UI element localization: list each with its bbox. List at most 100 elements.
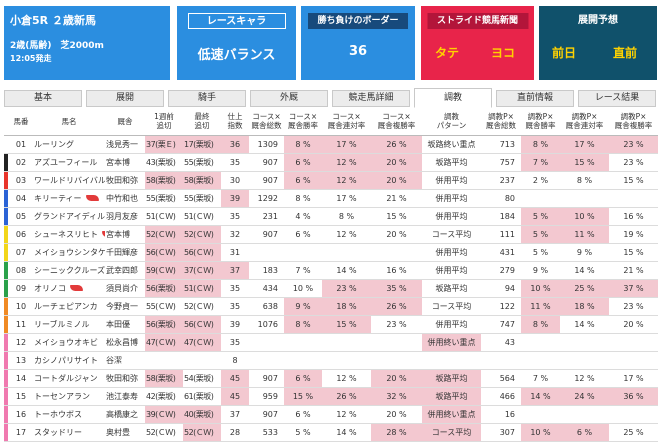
column-header-line: 厩舎 [117,116,133,126]
cell-pat-text: 併用平均 [435,247,468,257]
cell-cr: 8 % [322,207,371,226]
column-header[interactable]: コース× 厩舎複勝率 [371,108,422,136]
cell-pt [481,351,521,370]
cell-name[interactable]: ルーチェピアンカ [33,297,105,316]
table-row[interactable]: 15 トーセンアラン 池江泰寿 42(栗坂) 61(栗坂) 45 959 15 % 26 % 32… [4,387,658,406]
column-header[interactable]: 最終 追切 [183,108,221,136]
cell-name[interactable]: キリーティー [33,189,105,208]
cell-sh-text: 8 [232,355,238,365]
tab-3[interactable]: 外厩 [250,90,328,107]
cell-pat: 坂路平均 [422,387,481,406]
column-header[interactable]: 調教P× 厩舎総数 [481,108,521,136]
table-row[interactable]: 08 シーニッククルーズ 武幸四郎 59(ＣＷ) 37(ＣＷ) 37 183 7 % 14 % 1… [4,261,658,280]
cell-name[interactable]: ワールドリバイバル [33,171,105,190]
column-header[interactable]: 調教P× 厩舎複勝率 [609,108,658,136]
tab-2[interactable]: 騎手 [168,90,246,107]
cell-ct: 907 [249,405,284,424]
table-row[interactable]: 16 トーホウボス 高橋康之 39(ＣＷ) 40(栗坂) 37 907 6 % 12 % 20 %… [4,405,658,424]
table-row[interactable]: 04 キリーティー 中竹和也 55(栗坂) 55(栗坂) 39 1292 8 % 17 % 21 … [4,189,658,208]
tenkai-zenjitsu-link[interactable]: 前日 [552,46,577,60]
red-cap-icon [70,285,83,291]
cell-fin: 51(ＣＷ) [183,207,221,226]
cell-pr [560,333,609,352]
column-header-line: コース× [332,112,361,122]
cell-trainer-text: 今野貞一 [106,301,138,311]
cell-sh-text: 35 [229,157,241,167]
cell-ct [249,351,284,370]
cell-name[interactable]: メイショウシンタケ [33,243,105,262]
cell-pat-text: コース平均 [431,301,472,311]
tab-7[interactable]: レース結果 [578,90,656,107]
cell-sh-text: 37 [229,265,241,275]
table-row[interactable]: 13 カシノパリサイト 谷潔 8 [4,351,658,370]
cell-cr-text: 18 % [336,301,357,311]
race-chara-card[interactable]: レースキャラ 低速バランス [177,6,296,80]
border-card[interactable]: 勝ち負けのボーダー 36 [301,6,415,80]
table-row[interactable]: 05 グランドアイディル 羽月友彦 51(ＣＷ) 51(ＣＷ) 35 231 4 % 8 % 15… [4,207,658,226]
cell-fin-text: 56(ＣＷ) [184,247,214,257]
column-header[interactable]: 1週前 追切 [145,108,183,136]
cell-name[interactable]: ルーリング [33,135,105,154]
tab-6[interactable]: 直前情報 [496,90,574,107]
cell-name[interactable]: メイショウオキビ [33,333,105,352]
cell-no-text: 13 [15,355,27,365]
table-row[interactable]: 11 リーブルミノル 本田優 56(栗坂) 56(ＣＷ) 39 1076 8 % 15 % 23 … [4,315,658,334]
cell-cr: 14 % [322,261,371,280]
cell-ct-text: 907 [262,229,278,239]
frame-color-swatch [4,387,8,404]
tab-0[interactable]: 基本 [4,90,82,107]
table-row[interactable]: 01 ルーリング 浅見秀一 37(栗Ｅ) 17(栗坂) 36 1309 8 % 17 % 26 %… [4,135,658,154]
frame-color-bar [4,261,9,280]
cell-name[interactable]: リーブルミノル [33,315,105,334]
cell-name[interactable]: コートダルジャン [33,369,105,388]
column-header[interactable]: 調教P× 厩舎勝率 [521,108,560,136]
cell-cw-text: 7 % [295,265,311,275]
cell-pr: 6 % [560,423,609,442]
column-header[interactable]: コース× 厩舎連対率 [322,108,371,136]
table-row[interactable]: 06 シューネスリヒト 宮本博 52(ＣＷ) 52(ＣＷ) 32 907 6 % 12 % 20 … [4,225,658,244]
tab-1[interactable]: 展開 [86,90,164,107]
table-row[interactable]: 14 コートダルジャン 牧田和弥 58(栗坂) 54(栗坂) 45 907 6 % 12 % 20… [4,369,658,388]
tenkai-chokuzen-link[interactable]: 直前 [613,46,638,60]
column-header[interactable]: 調教 パターン [422,108,481,136]
table-row[interactable]: 12 メイショウオキビ 松永昌博 47(ＣＷ) 47(ＣＷ) 35 併用終い重点 43 [4,333,658,352]
cell-name[interactable]: オリノコ [33,279,105,298]
column-header[interactable]: 仕上 指数 [221,108,249,136]
column-header[interactable]: 厩舎 [105,108,145,136]
table-row[interactable]: 07 メイショウシンタケ 千田輝彦 56(ＣＷ) 56(ＣＷ) 31 併用平均 431 5 % 9… [4,243,658,262]
column-header[interactable]: 馬番 [9,108,33,136]
cell-name[interactable]: トーホウボス [33,405,105,424]
cell-name[interactable]: シーニッククルーズ [33,261,105,280]
cell-w1-text: 55(ＣＷ) [146,301,176,311]
cell-name[interactable]: グランドアイディル [33,207,105,226]
cell-name[interactable]: シューネスリヒト [33,225,105,244]
cell-cp-text: 20 % [386,229,407,239]
cell-pat: コース平均 [422,225,481,244]
table-row[interactable]: 10 ルーチェピアンカ 今野貞一 55(ＣＷ) 52(ＣＷ) 35 638 9 % 18 % 26… [4,297,658,316]
tab-5[interactable]: 調教 [414,88,492,108]
table-row[interactable]: 03 ワールドリバイバル 牧田和弥 58(栗坂) 58(栗坂) 30 907 6 % 12 % 2… [4,171,658,190]
cell-w1-text: 52(ＣＷ) [146,229,176,239]
column-header[interactable]: コース× 厩舎勝率 [284,108,322,136]
column-header[interactable]: 馬名 [33,108,105,136]
table-row[interactable]: 09 オリノコ 須貝尚介 56(栗坂) 51(ＣＷ) 35 434 10 % 23 % 35 % 坂… [4,279,658,298]
cell-pw-text: 5 % [532,247,549,257]
cell-name[interactable]: スタッドリー [33,423,105,442]
cell-fin: 56(ＣＷ) [183,315,221,334]
column-header[interactable]: 調教P× 厩舎連対率 [560,108,609,136]
cell-name[interactable]: カシノパリサイト [33,351,105,370]
cell-sh: 35 [221,279,249,298]
tenkai-card[interactable]: 展開予想 前日 直前 [539,6,657,80]
column-header[interactable]: コース× 厩舎総数 [249,108,284,136]
tab-4[interactable]: 競走馬詳細 [332,90,410,107]
red-cap-icon [85,195,99,201]
table-row[interactable]: 17 スタッドリー 奥村豊 52(ＣＷ) 52(ＣＷ) 28 533 5 % 14 % 28 % コ… [4,423,658,442]
stride-yoko-link[interactable]: ヨコ [491,46,516,60]
stride-tate-link[interactable]: タテ [435,46,460,60]
cell-sh: 45 [221,369,249,388]
cell-name[interactable]: トーセンアラン [33,387,105,406]
stride-card[interactable]: ストライド競馬新聞 タテ ヨコ [421,6,534,80]
cell-name[interactable]: アズユーフィール [33,153,105,172]
cell-no-text: 09 [15,283,27,293]
table-row[interactable]: 02 アズユーフィール 宮本博 43(栗坂) 55(栗坂) 35 907 6 % 12 % 20 … [4,153,658,172]
